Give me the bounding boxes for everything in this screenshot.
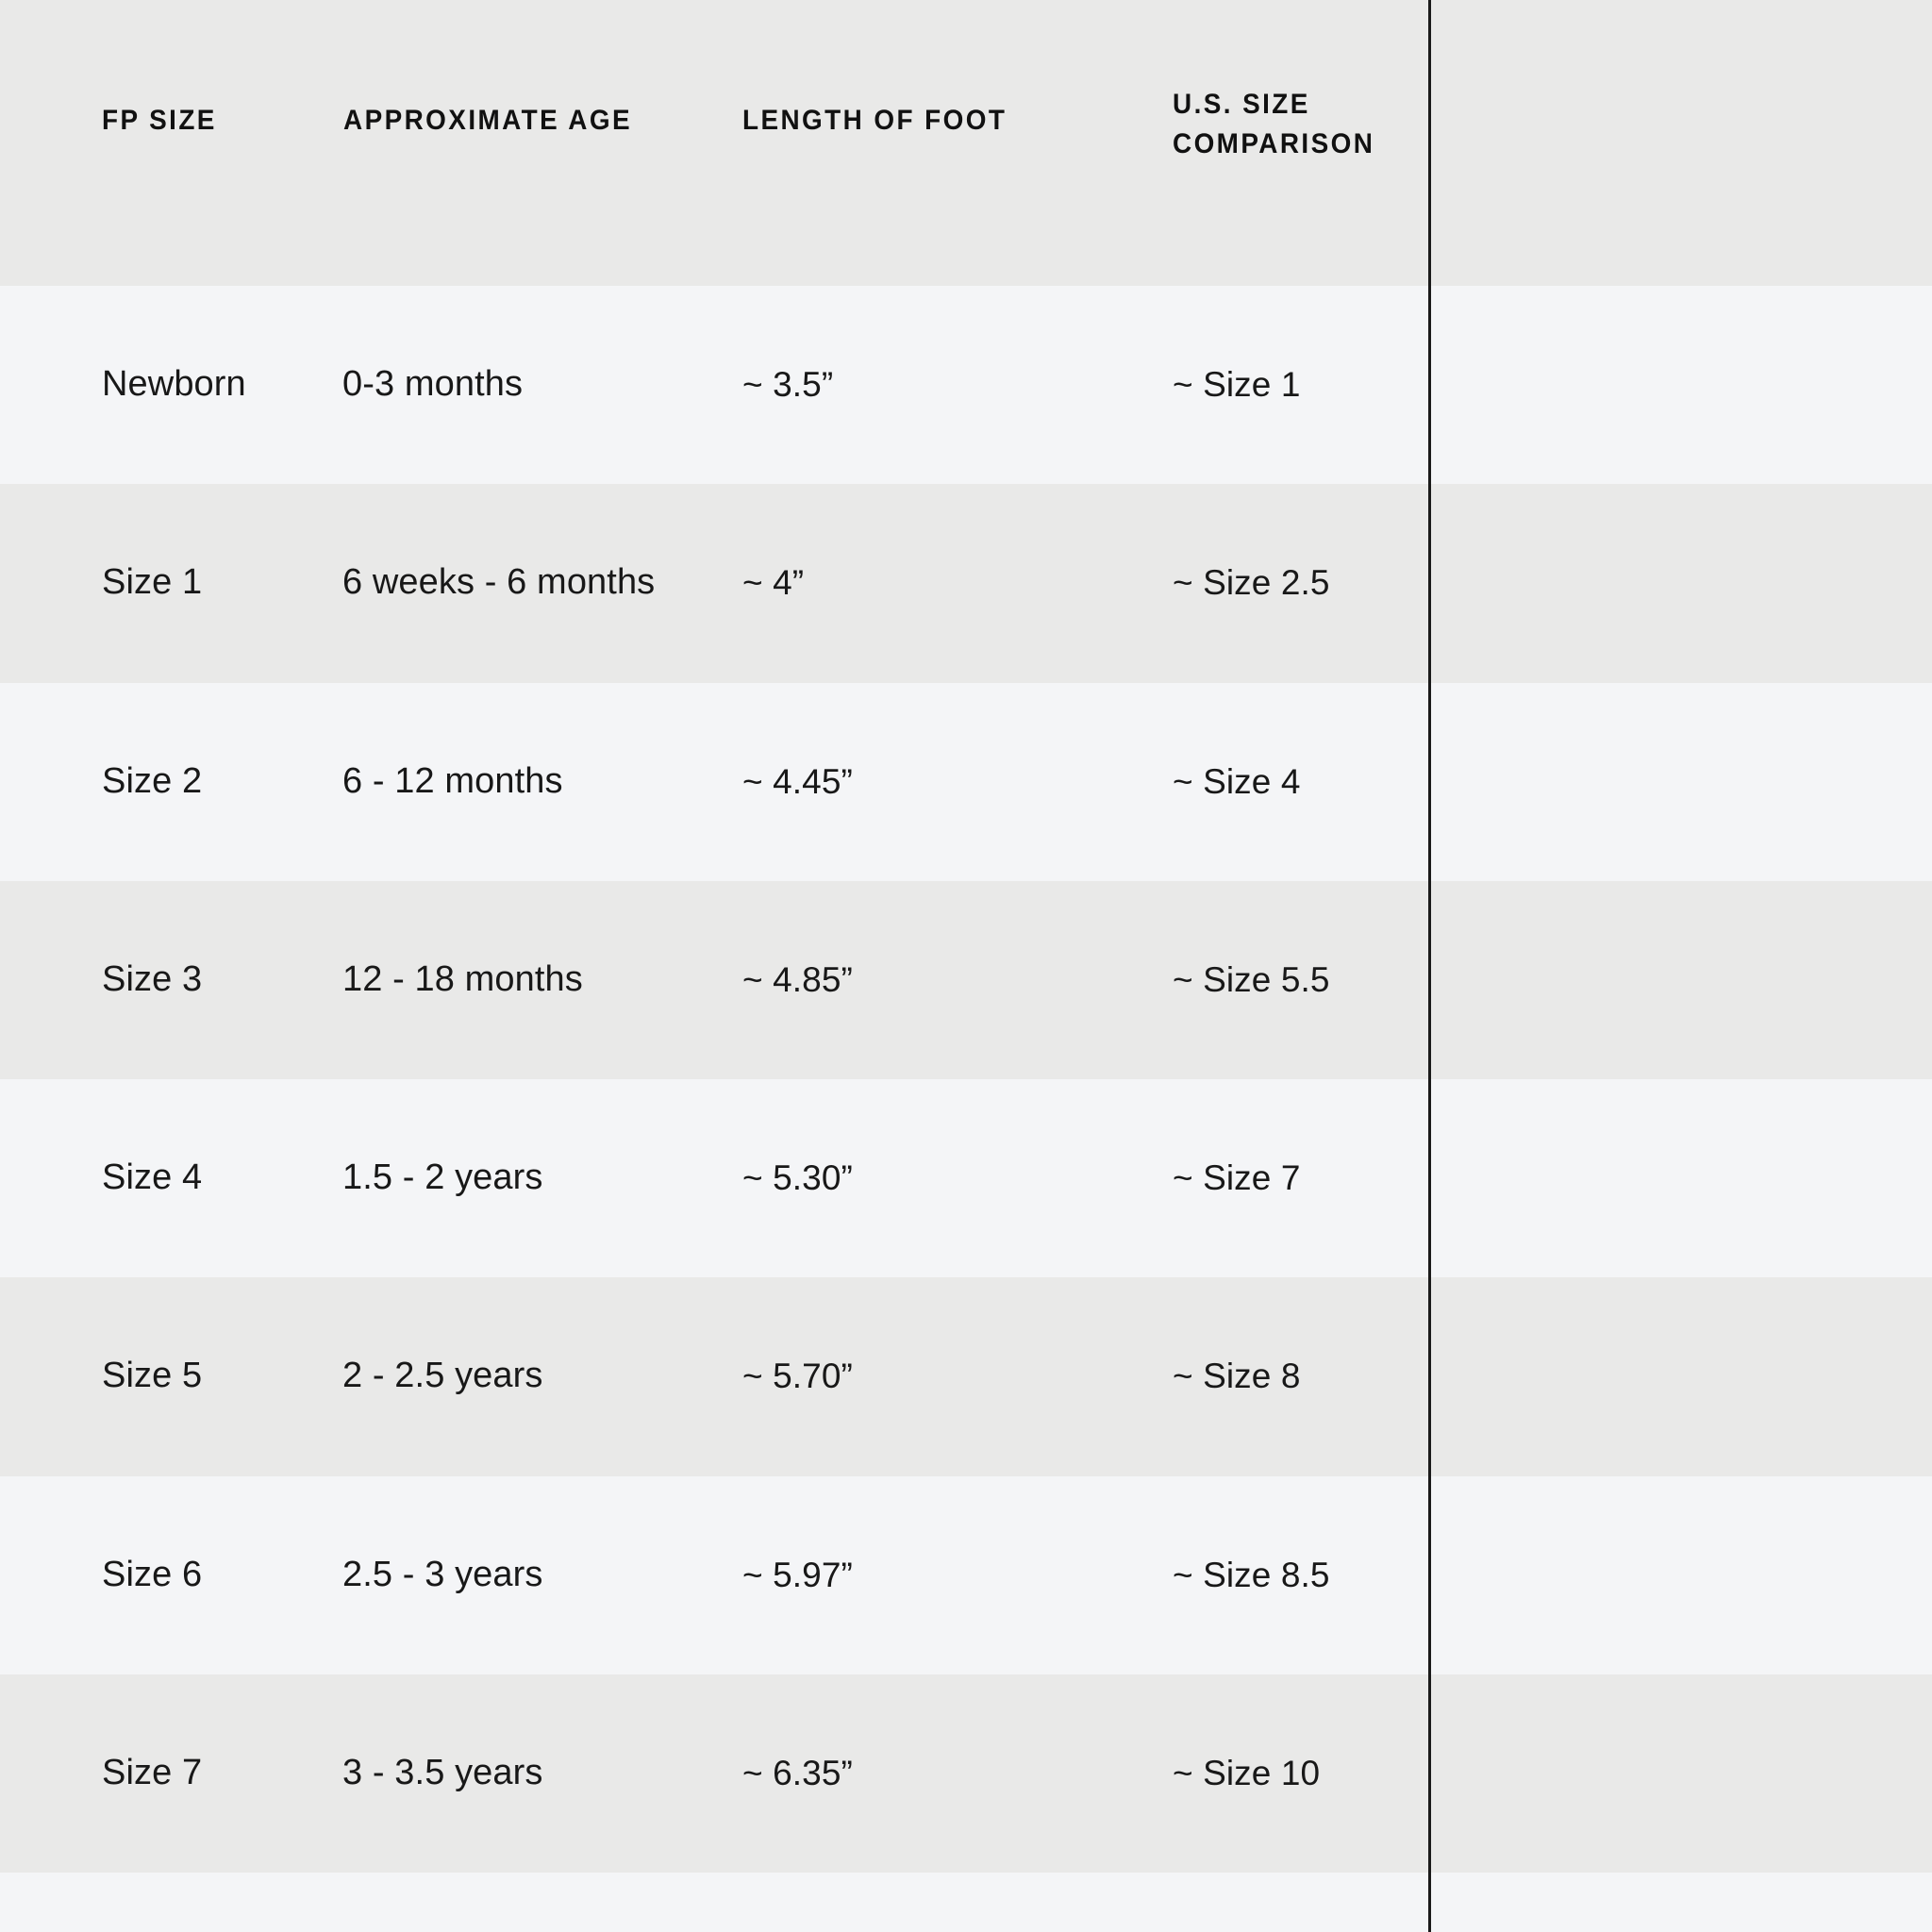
- cell-approximate-age: 3 - 3.5 years: [342, 1753, 543, 1793]
- cell-length-of-foot: ~ 5.97”: [742, 1555, 853, 1594]
- cell-us-size-comparison: ~ Size 4: [1173, 761, 1301, 801]
- cell-us-size-comparison: ~ Size 7: [1173, 1158, 1301, 1197]
- table-row: Newborn 0-3 months ~ 3.5” ~ Size 1: [0, 286, 1932, 485]
- table-row: Size 3 12 - 18 months ~ 4.85” ~ Size 5.5: [0, 880, 1932, 1079]
- cell-approximate-age: 6 weeks - 6 months: [342, 562, 656, 603]
- table-row: Size 2 6 - 12 months ~ 4.45” ~ Size 4: [0, 682, 1932, 881]
- cell-length-of-foot: ~ 3.5”: [742, 364, 834, 404]
- cell-us-size-comparison: ~ Size 1: [1173, 364, 1301, 404]
- table-body: Newborn 0-3 months ~ 3.5” ~ Size 1 Size …: [0, 286, 1932, 1932]
- table-row: Size 4 1.5 - 2 years ~ 5.30” ~ Size 7: [0, 1079, 1932, 1278]
- column-header-us-size-comparison: U.S. SIZE COMPARISON: [1173, 88, 1375, 160]
- cell-fp-size: Size 5: [102, 1356, 203, 1396]
- column-header-approximate-age: APPROXIMATE AGE: [343, 105, 632, 137]
- cell-us-size-comparison: ~ Size 8: [1173, 1357, 1301, 1396]
- cell-length-of-foot: ~ 4.45”: [742, 761, 853, 801]
- table-row: Size 6 2.5 - 3 years ~ 5.97” ~ Size 8.5: [0, 1475, 1932, 1674]
- cell-length-of-foot: ~ 6.35”: [742, 1753, 853, 1792]
- cell-fp-size: Size 2: [102, 760, 203, 801]
- table-row: Size 1 6 weeks - 6 months ~ 4” ~ Size 2.…: [0, 484, 1932, 683]
- cell-approximate-age: 2 - 2.5 years: [342, 1356, 543, 1396]
- cell-fp-size: Size 6: [102, 1554, 203, 1594]
- cell-length-of-foot: ~ 4.85”: [742, 959, 853, 999]
- cell-us-size-comparison: ~ Size 5.5: [1173, 959, 1330, 999]
- cell-approximate-age: 0-3 months: [342, 364, 524, 405]
- cell-length-of-foot: ~ 5.70”: [742, 1357, 853, 1396]
- cell-fp-size: Size 1: [102, 562, 203, 603]
- cell-fp-size: Size 3: [102, 959, 203, 1000]
- cell-fp-size: Size 7: [102, 1753, 203, 1793]
- table-row: Size 5 2 - 2.5 years ~ 5.70” ~ Size 8: [0, 1277, 1932, 1476]
- cell-length-of-foot: ~ 5.30”: [742, 1158, 853, 1197]
- cell-approximate-age: 1.5 - 2 years: [342, 1158, 543, 1198]
- cell-approximate-age: 6 - 12 months: [342, 760, 563, 801]
- table-row: Size 7 3 - 3.5 years ~ 6.35” ~ Size 10: [0, 1674, 1932, 1873]
- column-header-fp-size: FP SIZE: [102, 105, 217, 137]
- table-header-row: FP SIZE APPROXIMATE AGE LENGTH OF FOOT U…: [0, 0, 1932, 286]
- cell-fp-size: Newborn: [102, 364, 246, 405]
- column-header-length-of-foot: LENGTH OF FOOT: [742, 105, 1008, 137]
- cell-approximate-age: 2.5 - 3 years: [342, 1554, 543, 1594]
- cell-us-size-comparison: ~ Size 10: [1173, 1753, 1321, 1792]
- cell-length-of-foot: ~ 4”: [742, 563, 805, 603]
- cell-us-size-comparison: ~ Size 2.5: [1173, 563, 1330, 603]
- cell-approximate-age: 12 - 18 months: [342, 959, 583, 1000]
- cell-us-size-comparison: ~ Size 8.5: [1173, 1555, 1330, 1594]
- cell-fp-size: Size 4: [102, 1158, 203, 1198]
